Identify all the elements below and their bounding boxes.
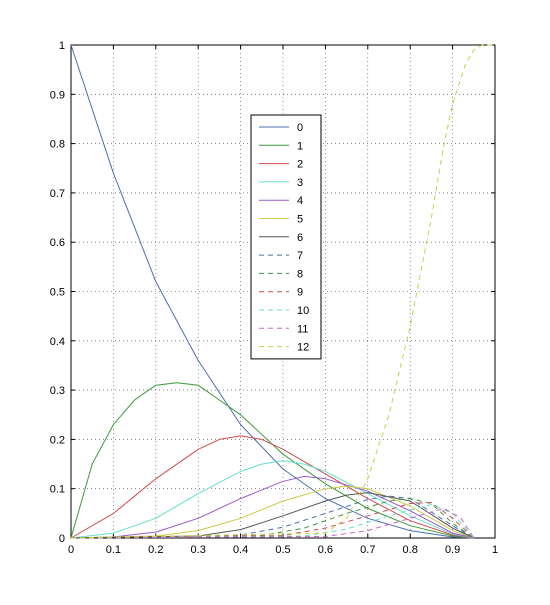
y-tick-label: 0.6 bbox=[50, 237, 65, 249]
y-tick-label: 0.7 bbox=[50, 188, 65, 200]
legend-label-4: 4 bbox=[297, 195, 303, 207]
series-line-1 bbox=[70, 382, 474, 539]
legend-label-0: 0 bbox=[297, 122, 303, 134]
x-tick-label: 0.9 bbox=[445, 544, 460, 556]
y-tick-label: 0.5 bbox=[50, 287, 65, 299]
legend-label-6: 6 bbox=[297, 232, 303, 244]
x-tick-label: 0.6 bbox=[318, 544, 333, 556]
legend-label-5: 5 bbox=[297, 214, 303, 226]
y-tick-label: 0.9 bbox=[50, 89, 65, 101]
series-line-3 bbox=[70, 460, 474, 539]
series-line-11 bbox=[70, 507, 475, 539]
x-tick-label: 1 bbox=[492, 544, 498, 556]
series-line-7 bbox=[70, 495, 475, 539]
series-line-12 bbox=[70, 44, 495, 539]
legend-label-9: 9 bbox=[297, 287, 303, 299]
x-tick-label: 0.1 bbox=[106, 544, 121, 556]
y-tick-label: 0.2 bbox=[50, 434, 65, 446]
x-tick-label: 0.3 bbox=[191, 544, 206, 556]
y-tick-label: 0 bbox=[59, 533, 65, 545]
series-line-0 bbox=[70, 44, 474, 539]
x-tick-label: 0.5 bbox=[275, 544, 290, 556]
series-line-10 bbox=[70, 504, 475, 539]
x-tick-label: 0 bbox=[68, 544, 74, 556]
series-lines bbox=[70, 44, 495, 539]
legend-label-11: 11 bbox=[297, 323, 308, 335]
x-tick-label: 0.7 bbox=[360, 544, 375, 556]
x-axis: 0 0.1 0.2 0.3 0.4 0.5 0.6 0.7 0.8 0.9 1 bbox=[68, 45, 498, 556]
series-line-2 bbox=[70, 435, 474, 539]
legend-label-1: 1 bbox=[297, 140, 303, 152]
series-line-6 bbox=[70, 492, 475, 539]
series-line-4 bbox=[70, 475, 474, 539]
legend-label-2: 2 bbox=[297, 159, 303, 171]
x-tick-label: 0.4 bbox=[233, 544, 248, 556]
series-line-5 bbox=[70, 485, 474, 539]
legend-label-10: 10 bbox=[297, 305, 309, 317]
legend-label-3: 3 bbox=[297, 177, 303, 189]
legend-label-12: 12 bbox=[297, 342, 309, 354]
y-tick-label: 1 bbox=[59, 40, 65, 52]
x-tick-label: 0.2 bbox=[148, 544, 163, 556]
y-tick-label: 0.1 bbox=[50, 484, 65, 496]
y-tick-label: 0.3 bbox=[50, 385, 65, 397]
y-axis: 0 0.1 0.2 0.3 0.4 0.5 0.6 0.7 0.8 0.9 1 bbox=[50, 40, 495, 545]
y-tick-label: 0.8 bbox=[50, 139, 65, 151]
legend-label-7: 7 bbox=[297, 250, 303, 262]
x-tick-label: 0.8 bbox=[403, 544, 418, 556]
legend-label-8: 8 bbox=[297, 268, 303, 280]
y-tick-label: 0.4 bbox=[50, 336, 65, 348]
